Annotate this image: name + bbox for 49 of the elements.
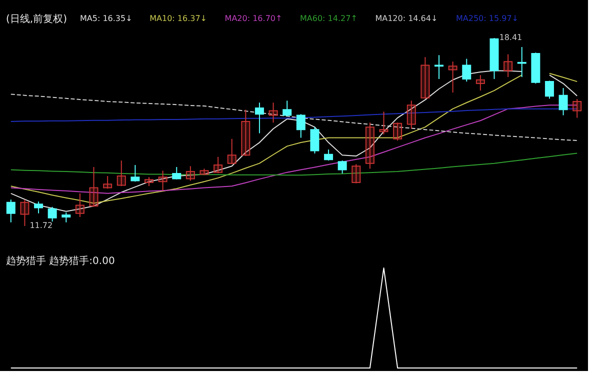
text: MA10: 16.37↓ xyxy=(150,14,208,23)
candlestick xyxy=(379,111,388,135)
chart-title: (日线,前复权) xyxy=(6,13,68,25)
candlestick xyxy=(254,102,264,134)
candlestick xyxy=(6,199,16,223)
candlestick xyxy=(268,102,278,124)
text: MA120: 14.64↓ xyxy=(375,14,438,23)
candlestick xyxy=(544,80,554,100)
text: MA20: 16.70↑ xyxy=(224,14,282,23)
annotation: 18.41 xyxy=(499,33,522,42)
candlestick xyxy=(504,54,513,78)
candlestick xyxy=(338,160,347,174)
candlestick xyxy=(282,100,292,117)
candlestick xyxy=(130,164,140,182)
candlestick xyxy=(227,138,236,165)
text: MA5: 16.35↓ xyxy=(80,14,132,23)
candlestick xyxy=(116,160,126,187)
candlestick xyxy=(144,176,154,187)
text: MA60: 14.27↑ xyxy=(300,14,358,23)
candlestick xyxy=(448,61,458,94)
candlestick xyxy=(406,100,416,130)
candlestick xyxy=(476,74,485,92)
candlestick xyxy=(200,168,209,176)
candlestick xyxy=(241,109,250,157)
candlestick xyxy=(572,98,582,118)
candlestick xyxy=(34,201,44,214)
text: MA250: 15.97↓ xyxy=(456,14,518,23)
candlestick xyxy=(186,166,195,182)
chart-title: 趋势猎手 趋势猎手:0.00 xyxy=(6,255,115,267)
candlestick xyxy=(352,164,361,184)
candlestick xyxy=(324,149,334,162)
candlestick xyxy=(48,206,57,222)
candlestick xyxy=(62,212,71,223)
candlestick xyxy=(158,170,168,192)
candlestick xyxy=(558,88,568,116)
candlestick xyxy=(20,199,30,226)
candlestick xyxy=(89,166,98,208)
candlestick xyxy=(310,126,320,154)
candlestick xyxy=(393,122,402,142)
candlestick xyxy=(420,56,430,100)
annotation: 11.72 xyxy=(30,221,53,230)
candlestick xyxy=(517,46,526,78)
candlestick xyxy=(462,58,472,82)
candlestick xyxy=(365,122,374,170)
candlestick xyxy=(75,192,84,218)
candlestick xyxy=(296,114,306,138)
candlestick xyxy=(172,166,182,180)
candlestick xyxy=(103,175,112,190)
candlestick xyxy=(214,156,223,174)
